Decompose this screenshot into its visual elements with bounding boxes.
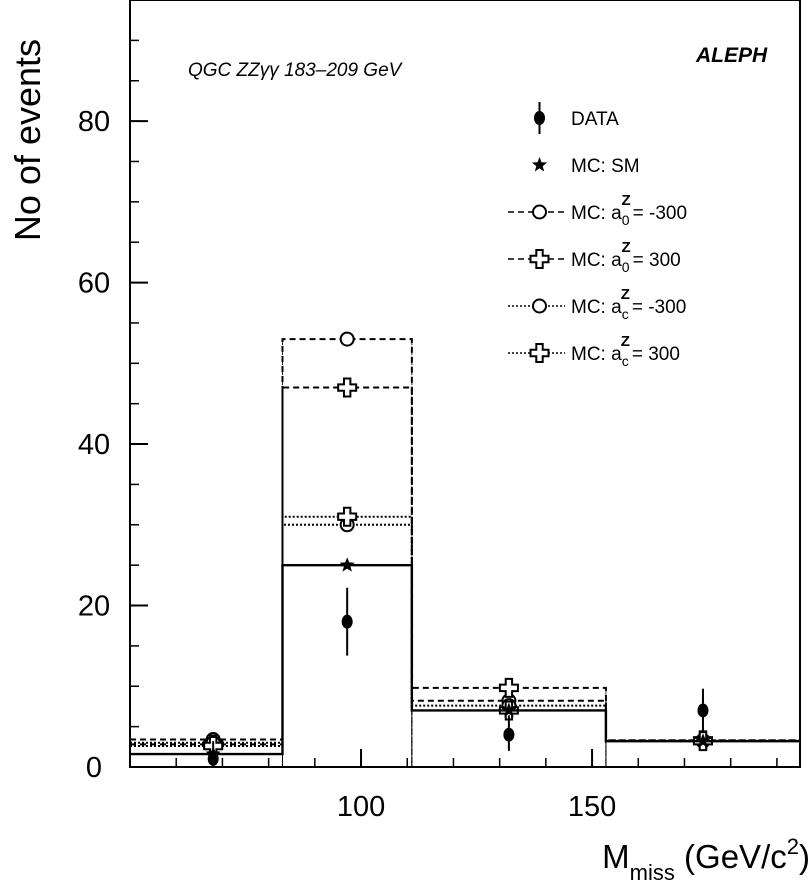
legend-label: MC: a0 Z= -300 <box>571 192 687 228</box>
marker-mc-sm <box>695 733 711 748</box>
legend-label-sup: Z <box>621 192 630 209</box>
y-axis-ticks: 0 20 40 60 80 <box>78 106 148 784</box>
legend-label-sub: c <box>622 353 629 369</box>
legend-label-prefix: MC: a <box>571 250 622 271</box>
histogram-mc-a0-pos <box>130 386 800 746</box>
legend-label-sup: Z <box>621 239 630 256</box>
legend-label-sub: c <box>622 306 629 322</box>
data-point <box>207 751 219 766</box>
legend-label-sup: Z <box>621 286 630 303</box>
legend-marker <box>531 157 548 172</box>
legend-marker <box>529 249 550 269</box>
plot-frame <box>129 0 801 768</box>
x-tick-label: 150 <box>568 791 616 823</box>
x-axis-title: Mmiss (GeV/c2) <box>602 834 810 885</box>
marker-mc-sm <box>501 702 517 717</box>
legend-label-prefix: MC: a <box>571 297 622 318</box>
x-axis-title-unit-sup: 2 <box>787 834 799 859</box>
marker-mc-ac-pos <box>337 506 358 527</box>
legend-marker <box>529 343 550 363</box>
legend-marker <box>532 298 547 314</box>
minor-ticks <box>130 0 778 768</box>
histogram-mc-sm <box>130 563 800 756</box>
data-point <box>341 614 353 629</box>
data-points <box>207 587 709 767</box>
legend-label-suffix: = -300 <box>632 297 686 318</box>
y-tick-label: 20 <box>78 591 110 623</box>
legend-label: MC: acZ= 300 <box>571 333 680 369</box>
legend-label: DATA <box>571 109 619 130</box>
aleph-label: ALEPH <box>695 44 768 67</box>
x-axis-title-sub: miss <box>630 860 675 885</box>
marker-mc-a0-pos <box>337 377 358 398</box>
legend-label-prefix: MC: SM <box>571 156 640 177</box>
legend-label-suffix: = 300 <box>633 250 681 271</box>
legend-label-sub: 0 <box>622 212 630 228</box>
y-tick-label: 60 <box>78 268 110 300</box>
y-tick-label: 0 <box>86 752 102 784</box>
x-axis-title-main: M <box>602 838 630 875</box>
legend-label-prefix: DATA <box>571 109 619 130</box>
x-tick-label: 100 <box>337 791 385 823</box>
legend-label-sub: 0 <box>622 259 630 275</box>
legend-label-prefix: MC: a <box>571 344 622 365</box>
legend-label-suffix: = -300 <box>633 203 687 224</box>
series-layer <box>130 331 800 767</box>
legend-label: MC: a0 Z= 300 <box>571 239 681 275</box>
y-axis-title: No of events <box>7 39 48 241</box>
marker-mc-a0-pos <box>498 677 519 698</box>
y-tick-label: 80 <box>78 106 110 138</box>
marker-mc-sm <box>339 557 355 572</box>
legend-marker <box>534 111 545 125</box>
legend-label-sup: Z <box>621 333 630 350</box>
data-point <box>697 703 709 718</box>
data-point <box>503 727 515 742</box>
legend-label-suffix: = 300 <box>632 344 680 365</box>
x-axis-title-close: ) <box>799 838 810 875</box>
legend-label: MC: acZ= -300 <box>571 286 686 322</box>
y-tick-label: 40 <box>78 429 110 461</box>
histogram-mc-a0-neg <box>130 338 800 742</box>
marker-mc-a0-neg <box>339 331 355 347</box>
chart-annotation: QGC ZZγγ 183–209 GeV <box>188 60 404 81</box>
x-axis-ticks: 100 150 <box>337 749 616 823</box>
legend-label: MC: SM <box>571 156 640 177</box>
legend-marker <box>532 204 547 220</box>
x-axis-title-unit: (GeV/c <box>684 838 787 875</box>
legend-label-prefix: MC: a <box>571 203 622 224</box>
